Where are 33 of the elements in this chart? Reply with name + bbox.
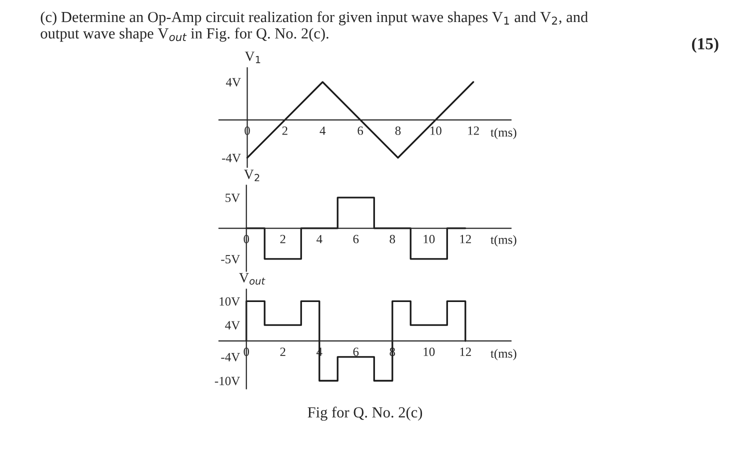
- x-axis-title: t(ms): [490, 348, 516, 360]
- x-tick-label: 10: [424, 234, 435, 244]
- y-tick-label: -4V: [222, 154, 241, 162]
- text: (15): [692, 38, 718, 53]
- y-tick-label: -10V: [214, 376, 240, 386]
- chart-title: (c) Determine an Op-Amp circuit realization for given input wave shapes V$_{1}$ and V$_{2}$, and output wave shape V$_{out}$ in Fig. for Q. No. 2(c).: [40, 11, 588, 42]
- x-tick-label: 10: [424, 348, 435, 356]
- x-tick-label: 4: [316, 234, 322, 244]
- x-axis-title: t(ms): [490, 235, 516, 246]
- y-tick-label: 4V: [226, 78, 241, 87]
- y-tick-label: -4V: [221, 353, 240, 362]
- x-tick-label: 2: [280, 234, 286, 244]
- x-tick-label: 6: [358, 126, 364, 135]
- x-tick-label: 6: [353, 234, 359, 244]
- x-tick-label: 12: [460, 234, 471, 244]
- y-axis-title: V$_{1}$: [244, 52, 260, 64]
- text: Fig for Q. No. 2(c): [308, 406, 422, 421]
- x-tick-label: 8: [390, 234, 396, 244]
- y-axis-title: V$_{2}$: [244, 170, 260, 182]
- x-tick-label: 2: [282, 126, 288, 135]
- x-tick-label: 6: [353, 348, 359, 356]
- y-tick-label: 10V: [220, 297, 240, 306]
- x-tick-label: 4: [320, 126, 326, 135]
- x-tick-label: 10: [430, 126, 442, 135]
- x-axis-title: t(ms): [490, 128, 516, 140]
- y-axis-title: V$_{out}$: [239, 273, 266, 285]
- x-tick-label: 12: [468, 126, 479, 135]
- y-tick-label: 5V: [226, 194, 240, 202]
- y-tick-label: 4V: [225, 321, 240, 330]
- x-tick-label: 12: [460, 348, 471, 356]
- y-tick-label: -5V: [221, 255, 240, 264]
- x-tick-label: 8: [395, 126, 401, 135]
- x-tick-label: 2: [280, 348, 286, 356]
